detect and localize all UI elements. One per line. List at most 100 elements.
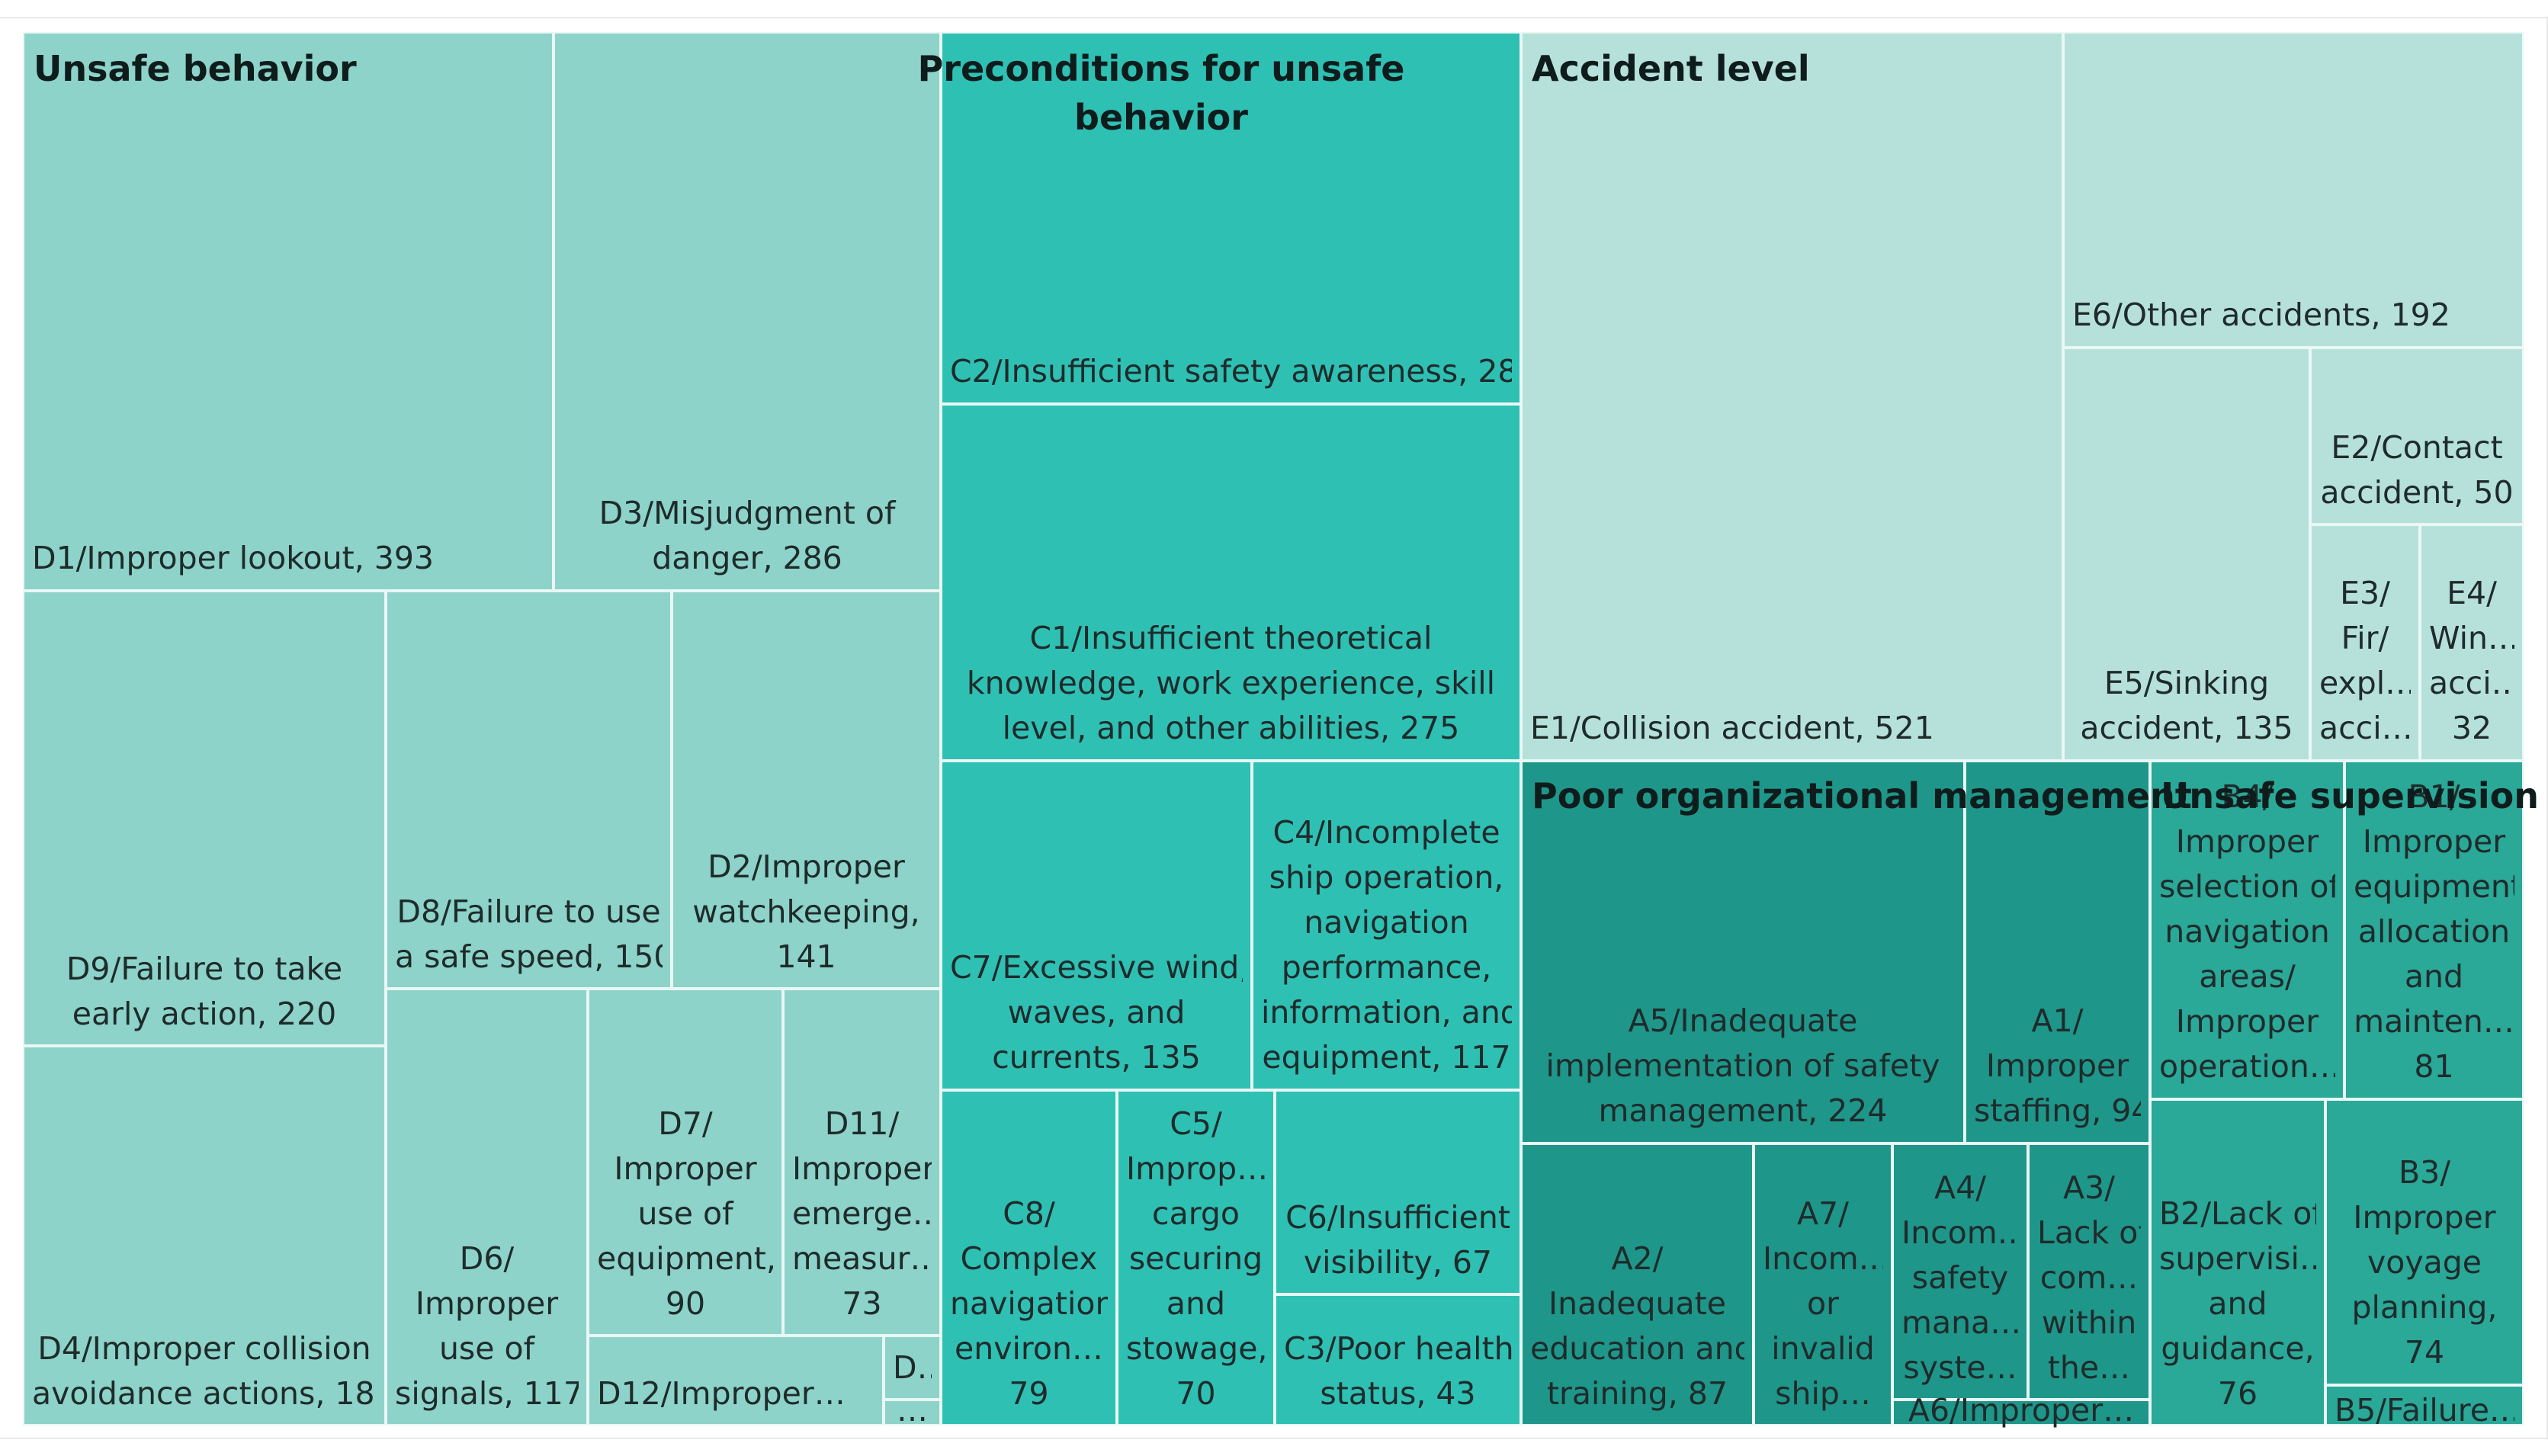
treemap-tile [554, 32, 941, 591]
tile-label-line: Fir/ [2341, 620, 2389, 656]
tile-label-line: Improper [2353, 1199, 2496, 1236]
treemap-tile [1892, 1400, 2150, 1426]
tile-label-line: C1/Insufficient theoretical [1029, 620, 1433, 656]
tile-label-line: A2/ [1611, 1240, 1664, 1277]
tile-label-line: Improper [792, 1150, 932, 1187]
tile-label: B2/Lack of supervisi… and guidance, 76 [2159, 1191, 2316, 1416]
tile-label-line: and [2208, 1285, 2267, 1322]
treemap-tile [1521, 32, 2063, 761]
tile-label: E3/Fir/expl… acci… [2319, 571, 2411, 751]
tile-label-line: D9/Failure to take [66, 951, 343, 987]
tile-label-line: equipment [2354, 868, 2514, 905]
tile-label-line: navigation [950, 1285, 1108, 1322]
tile-label-line: guidance, [2161, 1330, 2315, 1367]
treemap-tile [23, 591, 386, 1046]
treemap-tile [2420, 524, 2524, 761]
tile-label-line: Incom… [1763, 1240, 1883, 1277]
tile-label-line: avoidance actions, 183 [32, 1375, 377, 1412]
tile-label-line: A1/ [2031, 1002, 2084, 1039]
tile-label-line: mainten… [2354, 1003, 2514, 1040]
tile-label-line: environ… [955, 1330, 1103, 1367]
treemap-tile [1117, 1090, 1275, 1426]
tile-label-line: waves, and [1007, 994, 1186, 1031]
treemap-tile [941, 32, 1521, 404]
tile-label-line: A5/Inadequate [1628, 1002, 1858, 1039]
tile-label: D6/Improper use of signals, 117 [395, 1236, 579, 1416]
tile-label-line: level, and other abilities, 275 [1002, 710, 1460, 746]
tile-label-line: D1/Improper lookout, 393 [32, 540, 435, 576]
treemap-tile [1892, 1143, 2028, 1400]
tile-label: D3/Misjudgment of danger, 286 [563, 491, 932, 581]
tile-label: D7/Improper use of equipment, 90 [597, 1102, 774, 1326]
tile-label-line: performance, [1281, 949, 1492, 986]
tile-label-line: … [897, 1392, 928, 1429]
tile-label-line: acci… [2319, 710, 2411, 746]
tile-label: E4/Win… acci… 32 [2429, 571, 2514, 751]
tile-label-line: Improp… [1126, 1150, 1266, 1187]
tile-label-line: 73 [842, 1285, 882, 1322]
tile-label-line: Lack of [2037, 1214, 2141, 1251]
tile-label: C1/Insufficient theoretical knowledge, wo… [950, 616, 1512, 751]
tile-label: D4/Improper collision avoidance actions, … [32, 1326, 377, 1416]
tile-label-line: equipment, 117 [1262, 1039, 1511, 1076]
treemap-tile [386, 591, 672, 989]
tile-label-line: D4/Improper collision [37, 1330, 371, 1367]
tile-label: D8/Failure to use a safe speed, 150 [395, 890, 663, 980]
treemap-tile [23, 1046, 386, 1426]
tile-label-line: ship operation, [1269, 859, 1504, 896]
tile-label: A6/Improper… [1901, 1388, 2141, 1433]
tile-label: A2/Inadequate education and training, 87 [1530, 1236, 1744, 1416]
treemap-tile [783, 989, 941, 1336]
tile-label: D… [893, 1345, 932, 1390]
tile-label: A4/Incom… safety mana… syste… [1901, 1166, 2019, 1390]
tile-label-line: Improper [415, 1285, 559, 1322]
chart-right-border [2546, 17, 2548, 1439]
tile-label-line: C3/Poor health [1284, 1330, 1512, 1367]
tile-label-line: navigation [1304, 904, 1469, 941]
tile-label-line: early action, 220 [72, 996, 337, 1032]
group-label: Unsafe behavior [34, 44, 357, 93]
tile-label: E5/Sinking accident, 135 [2072, 661, 2301, 751]
treemap-tile [2325, 1385, 2524, 1426]
tile-label-line: expl… [2319, 665, 2411, 701]
treemap-tile [672, 591, 941, 989]
tile-label-line: use of [438, 1330, 535, 1367]
tile-label: B5/Failure… [2335, 1388, 2514, 1433]
tile-label-line: danger, 286 [652, 540, 842, 576]
tile-label-line: E5/Sinking [2104, 665, 2270, 701]
tile-label-line: D11/ [824, 1105, 900, 1142]
group-label: Preconditions for unsafe behavior [856, 44, 1466, 142]
treemap-tile [1252, 761, 1521, 1090]
tile-label-line: Incom… [1901, 1214, 2019, 1251]
treemap-tile [2063, 32, 2524, 348]
tile-label-line: C2/Insufficient safety awareness, 285 [950, 353, 1512, 390]
tile-label-line: 70 [1176, 1375, 1216, 1412]
tile-label-line: knowledge, work experience, skill [966, 665, 1496, 701]
tile-label-line: Improper [2362, 823, 2506, 860]
treemap-tile [588, 1336, 884, 1426]
tile-label-line: emerge… [792, 1195, 932, 1232]
tile-label: C8/Complex navigation environ… 79 [950, 1191, 1108, 1416]
tile-label-line: status, 43 [1320, 1375, 1476, 1412]
tile-label-line: 81 [2414, 1048, 2454, 1085]
treemap-tile [2028, 1143, 2150, 1400]
treemap-tile [2310, 348, 2524, 524]
chart-bottom-border [0, 1438, 2548, 1439]
tile-label: D1/Improper lookout, 393 [32, 536, 544, 581]
tile-label-line: management, 224 [1598, 1092, 1888, 1129]
tile-label-line: allocation [2357, 913, 2511, 950]
tile-label-line: E2/Contact [2331, 429, 2503, 466]
tile-label: C7/Excessive wind, waves, and currents, 13… [950, 945, 1243, 1080]
tile-label-line: C5/ [1170, 1105, 1222, 1142]
tile-label: D9/Failure to take early action, 220 [32, 947, 377, 1037]
tile-label-line: education and [1530, 1330, 1744, 1367]
tile-label-line: stowage, [1126, 1330, 1266, 1367]
treemap-tile [2150, 1099, 2325, 1426]
treemap-tile [2150, 761, 2344, 1099]
tile-label-line: accident, 135 [2080, 710, 2293, 746]
tile-label: E2/Contact accident, 50 [2319, 425, 2514, 515]
tile-label-line: the… [2047, 1349, 2131, 1386]
tile-label-line: D6/ [459, 1240, 515, 1277]
tile-label: B4/Improper selection of navigation areas/I… [2159, 775, 2335, 1089]
